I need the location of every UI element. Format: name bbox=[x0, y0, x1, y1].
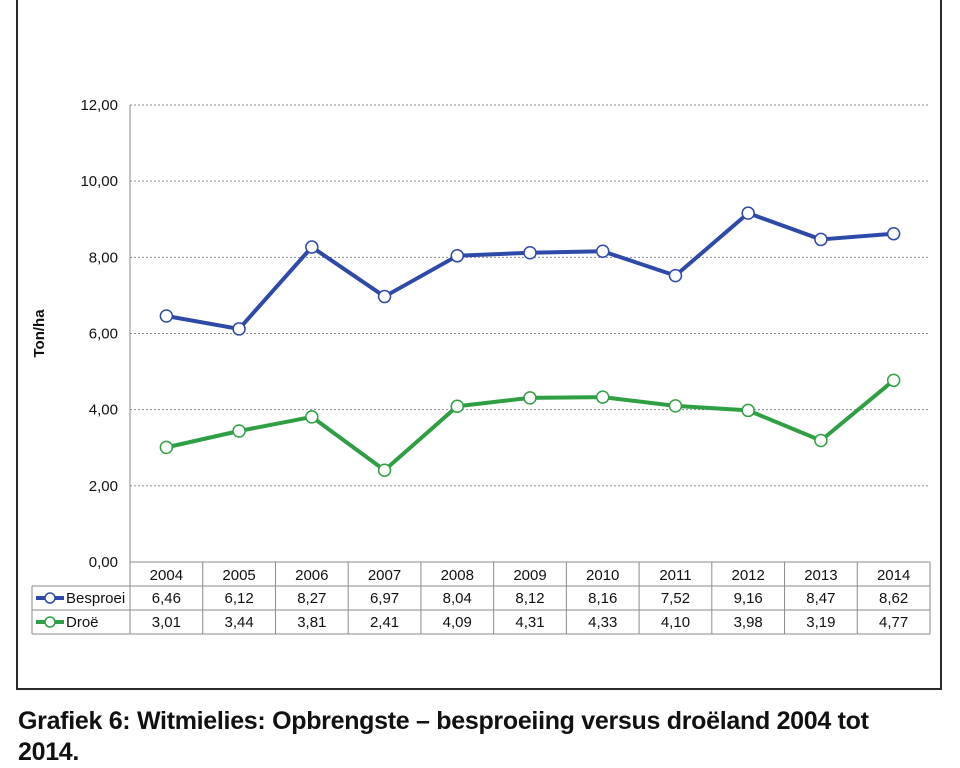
data-table-value: 2,41 bbox=[370, 614, 399, 631]
data-point bbox=[668, 268, 683, 283]
x-tick-label: 2013 bbox=[804, 567, 837, 584]
x-tick-label: 2005 bbox=[222, 567, 255, 584]
data-table-value: 3,19 bbox=[806, 614, 835, 631]
data-table-value: 4,77 bbox=[879, 614, 908, 631]
data-point bbox=[814, 433, 828, 448]
data-point bbox=[741, 206, 755, 220]
chart-frame bbox=[16, 0, 942, 690]
line-chart: 0,00 2,00 4,00 6,00 8,00 10,00 12,00 Ton/ha 2004… bbox=[31, 97, 931, 635]
legend-label: Droë bbox=[66, 614, 99, 631]
data-table-value: 6,12 bbox=[224, 590, 253, 607]
data-point bbox=[886, 226, 901, 241]
x-tick-label: 2009 bbox=[513, 567, 546, 584]
x-tick-label: 2011 bbox=[659, 567, 691, 584]
data-point bbox=[668, 399, 683, 413]
data-table-value: 4,31 bbox=[515, 614, 544, 631]
data-table-value: 7,52 bbox=[661, 590, 690, 607]
x-tick-label: 2006 bbox=[295, 567, 328, 584]
data-table-value: 8,27 bbox=[297, 590, 326, 607]
series-line bbox=[166, 211, 894, 331]
data-point bbox=[232, 322, 246, 336]
data-table-value: 8,16 bbox=[588, 590, 617, 607]
data-point bbox=[377, 289, 392, 304]
data-table-value: 4,33 bbox=[588, 614, 617, 631]
data-table-value: 4,10 bbox=[661, 614, 690, 631]
y-tick-label: 10,00 bbox=[80, 173, 118, 190]
data-point bbox=[450, 249, 465, 263]
data-point bbox=[886, 373, 901, 388]
data-point bbox=[232, 424, 246, 438]
data-table-value: 8,47 bbox=[806, 590, 835, 607]
legend-marker bbox=[44, 592, 56, 604]
legend-label: Besproei bbox=[66, 590, 125, 607]
x-tick-label: 2012 bbox=[731, 567, 764, 584]
y-tick-label: 6,00 bbox=[89, 326, 118, 343]
data-point bbox=[159, 440, 174, 455]
data-point bbox=[377, 463, 392, 477]
data-table-value: 3,98 bbox=[734, 614, 763, 631]
data-point bbox=[305, 240, 319, 254]
data-table-value: 8,62 bbox=[879, 590, 908, 607]
x-tick-label: 2010 bbox=[586, 567, 619, 584]
x-tick-label: 2007 bbox=[368, 567, 401, 584]
data-table-value: 3,44 bbox=[224, 614, 253, 631]
data-point bbox=[450, 399, 465, 413]
data-table-value: 8,04 bbox=[443, 590, 472, 607]
data-point bbox=[159, 309, 174, 323]
data-point bbox=[595, 244, 610, 258]
data-point bbox=[305, 410, 319, 424]
data-point bbox=[523, 391, 537, 405]
y-tick-label: 12,00 bbox=[80, 97, 118, 114]
data-point bbox=[523, 246, 537, 260]
data-table-value: 3,01 bbox=[152, 614, 181, 631]
data-point bbox=[741, 403, 755, 418]
data-table-value: 4,09 bbox=[443, 614, 472, 631]
y-tick-label: 2,00 bbox=[89, 478, 118, 495]
data-point bbox=[814, 232, 828, 247]
y-tick-label: 0,00 bbox=[89, 554, 118, 571]
x-tick-label: 2004 bbox=[150, 567, 183, 584]
data-table-value: 6,97 bbox=[370, 590, 399, 607]
data-table-value: 3,81 bbox=[297, 614, 326, 631]
x-tick-label: 2008 bbox=[441, 567, 474, 584]
legend-marker bbox=[44, 616, 56, 628]
data-point bbox=[595, 390, 610, 404]
y-tick-label: 4,00 bbox=[89, 402, 118, 419]
data-table-value: 9,16 bbox=[734, 590, 763, 607]
x-tick-label: 2014 bbox=[877, 567, 910, 584]
data-table-value: 8,12 bbox=[515, 590, 544, 607]
figure-caption: Grafiek 6: Witmielies: Opbrengste – besp… bbox=[18, 707, 869, 766]
y-tick-label: 8,00 bbox=[89, 249, 118, 266]
y-axis-label: Ton/ha bbox=[31, 309, 48, 358]
data-table-value: 6,46 bbox=[152, 590, 181, 607]
